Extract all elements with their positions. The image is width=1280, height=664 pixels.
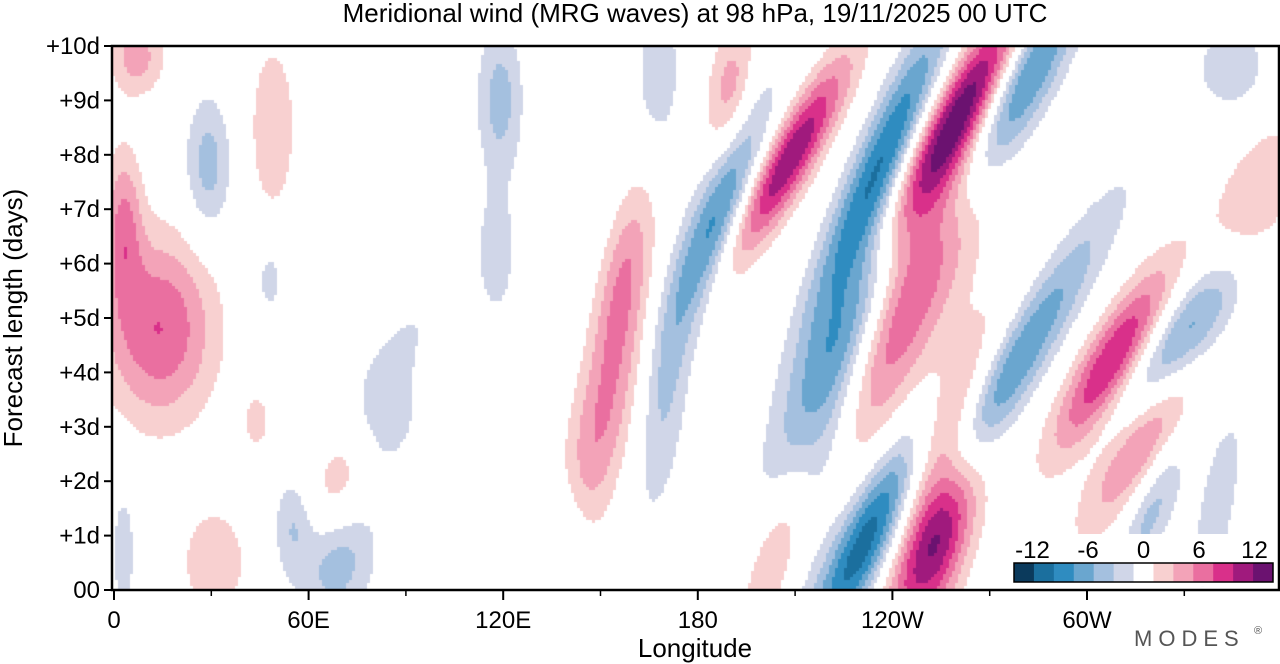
x-tick-label: 0 <box>107 607 120 634</box>
colorbar-swatch <box>1173 563 1194 582</box>
colorbar-swatch <box>1193 563 1214 582</box>
y-tick-label: +10d <box>46 33 100 60</box>
y-tick-label: +1d <box>59 523 100 550</box>
brand-logo: MODES <box>1134 626 1245 651</box>
x-tick-label: 60E <box>287 607 330 634</box>
x-tick-label: 120W <box>861 607 924 634</box>
x-axis-title: Longitude <box>638 633 752 663</box>
colorbar-frame <box>1013 562 1274 583</box>
colorbar-label: 6 <box>1192 537 1205 564</box>
colorbar-label: -6 <box>1077 537 1098 564</box>
x-tick-label: 120E <box>475 607 531 634</box>
colorbar-swatch <box>1213 563 1234 582</box>
colorbar-swatch <box>1073 563 1095 582</box>
x-tick-label: 180 <box>678 607 718 634</box>
colorbar-label: -12 <box>1015 537 1050 564</box>
colorbar-swatch <box>1033 563 1055 582</box>
chart-title: Meridional wind (MRG waves) at 98 hPa, 1… <box>343 0 1048 28</box>
colorbar-swatch <box>1233 563 1254 582</box>
y-tick-label: +5d <box>59 305 100 332</box>
colorbar-swatch <box>1053 563 1075 582</box>
wind-field <box>112 46 1279 590</box>
colorbar-swatch <box>1133 563 1154 582</box>
x-tick-labels: 0 60E 120E 180 120W 60W <box>107 607 1112 634</box>
colorbar-label: 0 <box>1137 537 1150 564</box>
y-tick-label: +3d <box>59 414 100 441</box>
colorbar-swatch <box>1253 563 1274 582</box>
y-tick-label: +6d <box>59 251 100 278</box>
colorbar: -12 -6 0 6 12 <box>1010 534 1277 586</box>
colorbar-swatch <box>1113 563 1135 582</box>
axis-ticks <box>104 45 1186 600</box>
colorbar-label: 12 <box>1241 537 1268 564</box>
field-raster <box>112 46 1279 590</box>
brand-registered-mark: ® <box>1254 625 1262 637</box>
y-tick-label: +8d <box>59 142 100 169</box>
y-tick-label: +7d <box>59 196 100 223</box>
colorbar-swatch <box>1014 563 1035 582</box>
colorbar-swatch <box>1093 563 1115 582</box>
x-tick-label: 60W <box>1062 607 1112 634</box>
colorbar-swatch <box>1153 563 1174 582</box>
y-tick-label: 00 <box>73 577 100 604</box>
y-tick-label: +4d <box>59 359 100 386</box>
y-tick-label: +2d <box>59 468 100 495</box>
y-tick-label: +9d <box>59 87 100 114</box>
y-tick-labels: 00 +1d +2d +3d +4d +5d +6d +7d +8d +9d +10d <box>46 33 100 604</box>
y-axis-title: Forecast length (days) <box>0 189 28 448</box>
